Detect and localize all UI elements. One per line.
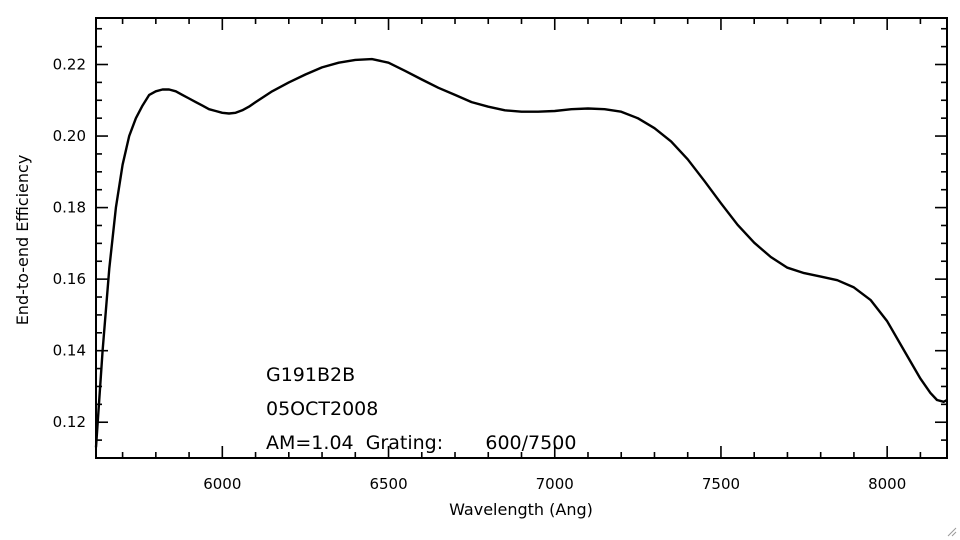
annotation-date: 05OCT2008 — [266, 398, 378, 420]
y-tick-label: 0.20 — [53, 127, 86, 145]
plot-frame — [95, 17, 948, 459]
x-axis-label: Wavelength (Ang) — [449, 500, 593, 519]
series-line — [94, 57, 948, 448]
x-tick-labels: 6000 6500 7000 7500 8000 — [203, 475, 906, 493]
axis-ticks — [96, 18, 947, 459]
resize-grip-icon[interactable] — [947, 527, 957, 537]
x-tick-label: 6000 — [203, 475, 241, 493]
y-tick-labels: 0.12 0.14 0.16 0.18 0.20 0.22 — [53, 56, 86, 432]
y-tick-label: 0.18 — [53, 199, 86, 217]
x-tick-label: 7000 — [536, 475, 574, 493]
x-tick-label: 6500 — [369, 475, 407, 493]
y-tick-label: 0.16 — [53, 270, 86, 288]
y-tick-label: 0.12 — [53, 413, 86, 431]
annotation-grating: AM=1.04 Grating: 600/7500 — [266, 432, 576, 454]
annotation-star: G191B2B — [266, 364, 355, 386]
y-axis-label: End-to-end Efficiency — [13, 155, 32, 326]
y-tick-label: 0.22 — [53, 56, 86, 74]
x-tick-label: 8000 — [868, 475, 906, 493]
x-tick-label: 7500 — [702, 475, 740, 493]
plot-border — [95, 17, 948, 459]
y-tick-label: 0.14 — [53, 342, 86, 360]
